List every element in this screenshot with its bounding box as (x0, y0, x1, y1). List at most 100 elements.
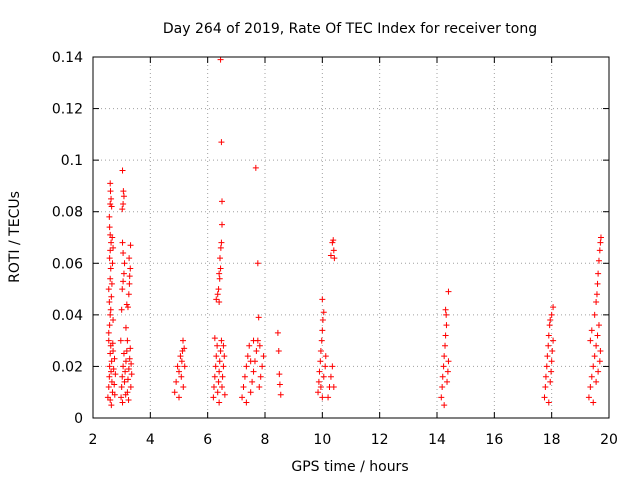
data-point (547, 317, 554, 324)
data-point (107, 311, 114, 318)
data-point (438, 394, 445, 401)
data-point (548, 311, 555, 318)
data-point (108, 239, 115, 246)
x-tick-label: 4 (146, 432, 155, 448)
data-point (174, 363, 181, 370)
data-point (597, 234, 604, 241)
data-point (111, 381, 118, 388)
data-point (125, 366, 132, 373)
data-point (216, 298, 223, 305)
data-point (107, 200, 114, 207)
data-point (124, 337, 131, 344)
data-point (439, 384, 446, 391)
data-point (548, 368, 555, 375)
data-point (112, 371, 119, 378)
data-point (596, 358, 603, 365)
data-point (591, 311, 598, 318)
y-tick-label: 0.1 (61, 153, 83, 169)
data-point (215, 286, 222, 293)
data-point (587, 384, 594, 391)
data-point (216, 368, 223, 375)
data-point (119, 167, 126, 174)
data-point (249, 378, 256, 385)
data-point (275, 347, 282, 354)
data-point (128, 371, 135, 378)
data-point (221, 353, 228, 360)
data-point (594, 280, 601, 287)
data-point (319, 317, 326, 324)
data-point (210, 384, 217, 391)
data-point (120, 350, 127, 357)
data-point (315, 389, 322, 396)
data-point (176, 394, 182, 401)
data-point (120, 249, 127, 256)
data-point (121, 260, 128, 267)
data-point (211, 335, 218, 342)
data-point (127, 345, 134, 352)
data-point (549, 347, 556, 354)
data-point (255, 314, 262, 321)
data-point (274, 329, 281, 336)
data-point (545, 399, 552, 406)
y-tick-label: 0.04 (52, 308, 83, 324)
data-point (219, 373, 226, 380)
data-point (593, 291, 600, 298)
x-tick-label: 10 (313, 432, 331, 448)
plot-frame (92, 56, 610, 419)
data-point (250, 368, 257, 375)
data-point (550, 304, 557, 311)
data-point (590, 363, 597, 370)
data-point (318, 337, 325, 344)
data-point (173, 378, 180, 385)
data-point (214, 389, 221, 396)
data-point (216, 270, 223, 277)
data-point (246, 342, 253, 349)
data-point (317, 347, 324, 354)
data-point (109, 340, 116, 347)
data-point (108, 368, 115, 375)
x-tick-label: 14 (428, 432, 446, 448)
data-point (331, 255, 338, 262)
data-point (317, 358, 324, 365)
y-tick-label: 0.14 (52, 50, 83, 66)
data-point (243, 399, 250, 406)
data-point (110, 366, 117, 373)
data-point (177, 353, 184, 360)
data-point (252, 164, 259, 171)
data-point (107, 350, 114, 357)
data-point (171, 389, 178, 396)
data-point (126, 280, 133, 287)
data-point (548, 358, 555, 365)
data-point (119, 373, 126, 380)
data-point (256, 342, 263, 349)
data-point (127, 242, 134, 249)
y-tick-label: 0 (74, 411, 83, 427)
data-point (595, 270, 602, 277)
data-point (216, 399, 223, 406)
data-point (588, 327, 595, 334)
x-tick-label: 2 (89, 432, 98, 448)
data-point (217, 56, 224, 63)
data-point (276, 371, 283, 378)
data-point (180, 337, 187, 344)
data-point (257, 373, 264, 380)
data-point (107, 306, 114, 313)
data-point (120, 200, 127, 207)
data-point (330, 247, 337, 254)
data-point (241, 373, 248, 380)
data-point (110, 347, 117, 354)
data-point (443, 322, 450, 329)
data-point (109, 260, 116, 267)
data-point (542, 373, 549, 380)
data-point (106, 322, 113, 329)
data-point (444, 378, 451, 385)
data-point (213, 296, 220, 303)
data-point (123, 301, 130, 308)
data-point (105, 384, 112, 391)
data-point (128, 360, 135, 367)
data-point (178, 358, 185, 365)
data-point (109, 234, 116, 241)
data-point (316, 368, 323, 375)
data-point (585, 394, 592, 401)
